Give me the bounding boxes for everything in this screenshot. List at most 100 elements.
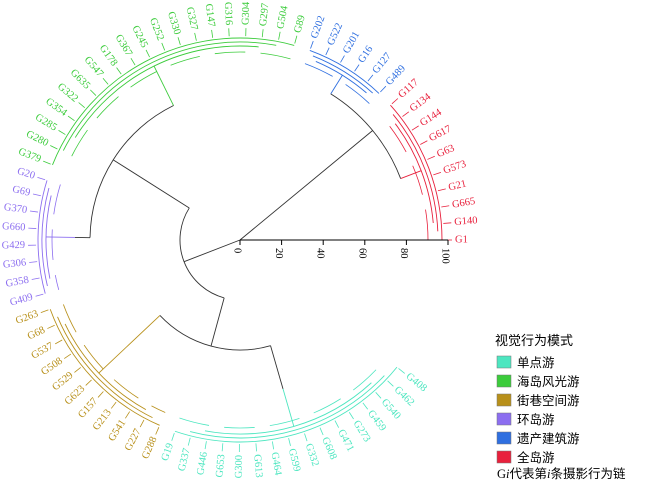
scale-tick-label: 80 bbox=[398, 248, 409, 259]
merge-stem bbox=[239, 130, 373, 241]
leaf-label: G660 bbox=[2, 221, 26, 233]
leaf-label: G252 bbox=[147, 16, 166, 42]
leaf-label: G459 bbox=[365, 408, 388, 433]
leaf-tick bbox=[40, 309, 49, 314]
merge-arc bbox=[159, 315, 271, 351]
legend-note-mid: 代表第 bbox=[510, 467, 548, 481]
legend-note-prefix: G bbox=[497, 467, 506, 481]
cluster-arc bbox=[174, 366, 398, 443]
leaf-tick bbox=[391, 98, 399, 105]
subcluster-arc bbox=[313, 398, 341, 414]
leaf-label: G202 bbox=[309, 14, 327, 40]
leaf-tick bbox=[55, 339, 63, 345]
leaf-label: G263 bbox=[14, 309, 40, 327]
leaf-label: G322 bbox=[55, 81, 80, 105]
leaf-tick bbox=[427, 155, 435, 160]
leaf-label: G337 bbox=[176, 447, 192, 472]
merge-stem bbox=[112, 159, 190, 209]
leaf-tick bbox=[35, 293, 44, 297]
leaf-label: G358 bbox=[5, 275, 30, 290]
leaf-label: G446 bbox=[195, 451, 210, 476]
leaf-label: G280 bbox=[24, 129, 50, 149]
subcluster-arc bbox=[151, 405, 166, 413]
leaf-label: G63 bbox=[435, 143, 456, 160]
legend-label: 海岛风光游 bbox=[517, 374, 580, 389]
subcluster-arc bbox=[224, 426, 255, 429]
cluster-arc bbox=[52, 37, 295, 166]
leaf-tick bbox=[367, 74, 374, 82]
leaf-label: G306 bbox=[2, 257, 26, 270]
subcluster-arc bbox=[96, 96, 119, 119]
leaf-tick bbox=[411, 125, 419, 131]
leaf-label: G354 bbox=[43, 96, 69, 119]
leaf-label: G144 bbox=[418, 107, 444, 129]
leaf-tick bbox=[319, 427, 324, 436]
leaf-tick bbox=[211, 29, 214, 38]
leaf-label: G89 bbox=[292, 14, 307, 34]
leaf-tick bbox=[31, 277, 40, 280]
leaf-label: G140 bbox=[454, 215, 478, 228]
leaf-label: G665 bbox=[451, 196, 476, 211]
leaf-tick bbox=[116, 67, 122, 75]
cluster-arc bbox=[57, 316, 153, 419]
leaf-tick bbox=[177, 37, 181, 46]
leaf-label: G471 bbox=[335, 428, 356, 454]
leaf-tick bbox=[194, 32, 197, 41]
leaf-label: G273 bbox=[351, 419, 373, 445]
subcluster-arc bbox=[345, 84, 370, 104]
leaf-label: G69 bbox=[11, 184, 31, 199]
leaf-tick bbox=[125, 411, 131, 419]
subcluster-arc bbox=[214, 51, 246, 55]
leaf-label: G429 bbox=[2, 240, 26, 252]
leaf-label: G157 bbox=[76, 396, 100, 421]
cluster-arc bbox=[315, 61, 367, 94]
leaf-tick bbox=[171, 433, 175, 441]
leaf-tick bbox=[29, 210, 38, 213]
leaf-tick bbox=[43, 160, 51, 165]
leaf-label: G540 bbox=[379, 397, 403, 422]
scale-tick-label: 0 bbox=[232, 248, 243, 253]
cluster-arc bbox=[309, 50, 380, 94]
leaf-tick bbox=[255, 443, 257, 452]
leaf-tick bbox=[288, 438, 291, 446]
cluster-arc bbox=[390, 104, 443, 241]
merge-stem bbox=[210, 297, 225, 347]
leaf-tick bbox=[32, 193, 41, 197]
dendrogram-tree bbox=[28, 28, 452, 453]
leaf-tick bbox=[375, 392, 382, 399]
leaf-tick bbox=[90, 89, 97, 96]
leaf-tick bbox=[380, 85, 387, 93]
legend-swatch bbox=[496, 374, 512, 388]
leaf-tick bbox=[37, 177, 46, 181]
subcluster-arc bbox=[179, 417, 210, 426]
leaf-tick bbox=[29, 261, 38, 263]
legend-label: 环岛游 bbox=[517, 412, 555, 427]
leaf-label: G653 bbox=[214, 454, 227, 478]
leaf-tick bbox=[387, 380, 394, 387]
leaf-tick bbox=[58, 130, 66, 135]
leaf-label: G573 bbox=[442, 159, 468, 177]
cluster-arc bbox=[312, 55, 374, 94]
cluster-stem bbox=[282, 388, 295, 427]
leaf-tick bbox=[110, 401, 117, 409]
leaf-label: G464 bbox=[269, 451, 284, 477]
leaf-tick bbox=[310, 40, 314, 49]
scale-tick-label: 20 bbox=[273, 248, 284, 259]
leaf-label: G288 bbox=[140, 435, 159, 461]
leaf-tick bbox=[437, 188, 446, 192]
leaf-tick bbox=[362, 402, 369, 410]
leaf-tick bbox=[187, 437, 191, 446]
legend-swatch bbox=[496, 393, 512, 407]
legend-note-end: 条摄影行为链 bbox=[551, 466, 627, 481]
legend-label: 全岛游 bbox=[517, 450, 555, 465]
leaf-label: G1 bbox=[455, 235, 468, 246]
leaf-tick bbox=[78, 102, 85, 108]
subcluster-arc bbox=[71, 129, 88, 157]
leaf-tick bbox=[50, 145, 58, 150]
legend-swatch bbox=[496, 355, 512, 369]
leaf-tick bbox=[204, 441, 207, 450]
leaf-label: G370 bbox=[3, 202, 28, 216]
leaf-tick bbox=[155, 427, 160, 435]
subcluster-arc bbox=[54, 274, 60, 291]
subcluster-arc bbox=[269, 417, 300, 427]
